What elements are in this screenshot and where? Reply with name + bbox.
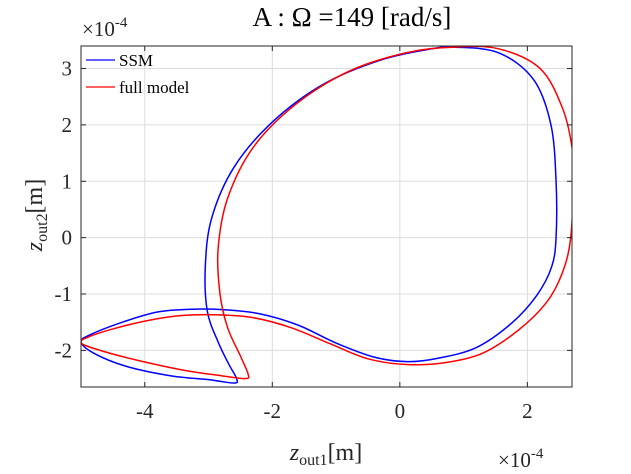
y-exponent: ×10-4 (82, 15, 128, 41)
x-exponent-base: ×10 (498, 448, 531, 472)
y-exponent-base: ×10 (82, 17, 115, 41)
y-tick-label: 2 (62, 113, 73, 137)
legend: SSM full model (86, 51, 190, 97)
chart-title: A : Ω =149 [rad/s] (253, 2, 452, 32)
x-tick-label: -4 (136, 399, 154, 423)
y-tick-label: 1 (62, 169, 73, 193)
series-line-ssm (81, 46, 558, 384)
x-tick-label: -2 (264, 399, 282, 423)
y-label-sub: out2 (34, 213, 51, 241)
x-label-unit: [m] (328, 440, 363, 466)
x-exponent-power: -4 (531, 446, 544, 462)
series-line-full-model (81, 46, 572, 380)
x-tick-label: 2 (522, 399, 533, 423)
y-label-main: z (22, 241, 48, 252)
y-tick-label: 0 (62, 226, 73, 250)
y-label-unit: [m] (22, 179, 48, 214)
legend-label-full-model: full model (119, 78, 190, 97)
legend-label-ssm: SSM (119, 51, 153, 70)
axes-box (80, 45, 573, 388)
grid-lines (81, 46, 572, 387)
x-tick-label: 0 (395, 399, 406, 423)
y-tick-label: -2 (55, 338, 73, 362)
tick-layer: -4 -2 0 2 -2 -1 0 1 2 3 (55, 46, 572, 423)
y-tick-label: 3 (62, 57, 73, 81)
x-exponent: ×10-4 (498, 446, 544, 472)
y-axis-label: zout2[m] (22, 179, 51, 252)
series-layer (81, 46, 572, 384)
x-label-main: z (289, 440, 300, 466)
x-label-sub: out1 (299, 452, 327, 469)
y-exponent-power: -4 (115, 15, 128, 31)
y-tick-label: -1 (55, 282, 73, 306)
x-axis-label: zout1[m] (289, 440, 362, 469)
